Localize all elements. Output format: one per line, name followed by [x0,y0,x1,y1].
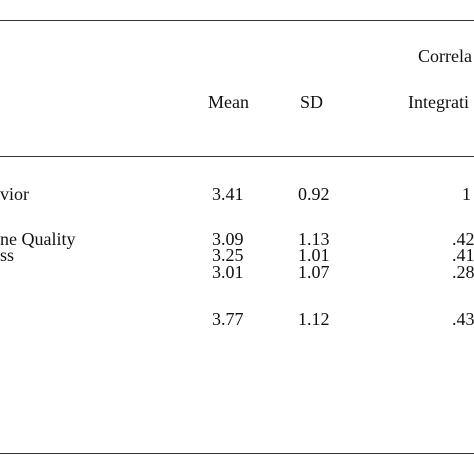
table-top-rule [0,20,474,21]
correlation-group-header: Correla [418,46,472,66]
row-sd: 1.01 [298,245,330,265]
row-sd: 1.12 [298,309,330,329]
row-correlation: .28 [452,262,474,282]
row-mean: 3.25 [212,245,244,265]
row-correlation: 1 [462,184,471,204]
row-mean: 3.41 [212,184,244,204]
row-mean: 3.09 [212,229,244,249]
row-label: ss [0,245,15,265]
table-header-rule [0,156,474,157]
row-correlation: .41 [452,245,474,265]
row-sd: 1.13 [298,229,330,249]
row-sd: 1.07 [298,262,330,282]
row-label: vior [0,184,29,204]
row-label: ne Quality [0,229,76,249]
table-bottom-rule [0,453,474,454]
row-mean: 3.01 [212,262,244,282]
row-correlation: .42 [452,229,474,249]
row-correlation: .43 [452,309,474,329]
column-header-mean: Mean [208,92,249,112]
row-mean: 3.77 [212,309,244,329]
column-header-sd: SD [300,92,324,112]
column-header-integration: Integrati [408,92,469,112]
row-sd: 0.92 [298,184,330,204]
